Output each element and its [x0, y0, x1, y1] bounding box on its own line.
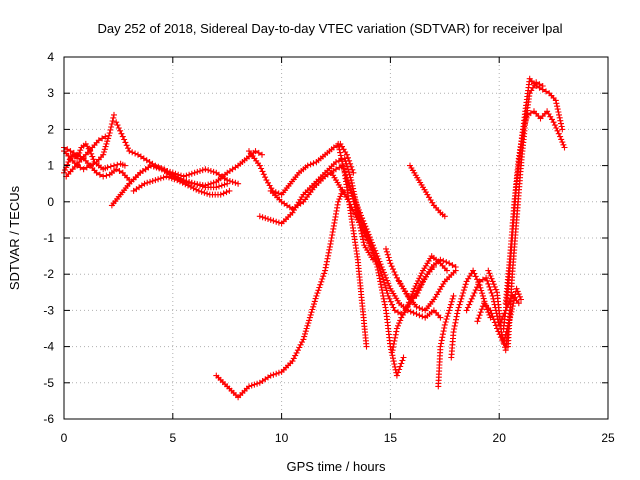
series-markers — [130, 173, 233, 198]
series-track-20 — [389, 264, 437, 354]
x-tick-label: 25 — [601, 431, 615, 445]
series-markers — [435, 292, 457, 390]
series-track-27 — [500, 75, 566, 332]
series-markers — [389, 264, 437, 354]
series-track-16 — [356, 209, 407, 379]
series-markers — [504, 79, 546, 350]
series-markers — [213, 187, 346, 401]
x-axis-label: GPS time / hours — [287, 459, 386, 474]
series-track-29 — [504, 79, 546, 350]
x-tick-label: 20 — [493, 431, 507, 445]
y-tick-label: -4 — [43, 340, 54, 354]
series-track-8 — [130, 173, 233, 198]
series-markers — [502, 108, 568, 307]
series-track-21 — [435, 292, 457, 390]
series-markers — [126, 162, 242, 187]
y-tick-label: -1 — [43, 231, 54, 245]
series-track-26 — [407, 162, 448, 220]
series-line — [502, 77, 563, 329]
series-markers — [500, 75, 566, 332]
y-tick-label: -6 — [43, 412, 54, 426]
y-tick-label: 0 — [47, 195, 54, 209]
y-tick-label: 2 — [47, 122, 54, 136]
chart-title: Day 252 of 2018, Sidereal Day-to-day VTE… — [97, 21, 562, 36]
series-markers — [63, 133, 109, 180]
series-track-7 — [126, 162, 242, 187]
y-tick-label: 4 — [47, 50, 54, 64]
x-tick-label: 15 — [384, 431, 398, 445]
y-tick-label: 1 — [47, 159, 54, 173]
y-tick-label: -5 — [43, 376, 54, 390]
series-track-13 — [335, 140, 370, 350]
tick-layer: 0 5 10 15 20 25 -6 -5 -4 -3 -2 -1 0 1 2 3 4 — [43, 50, 615, 445]
series-layer — [61, 75, 568, 401]
y-tick-label: -2 — [43, 267, 54, 281]
y-tick-label: -3 — [43, 303, 54, 317]
series-track-28 — [502, 108, 568, 307]
series-markers — [335, 140, 370, 350]
series-track-12 — [213, 187, 346, 401]
x-tick-label: 0 — [61, 431, 68, 445]
series-markers — [246, 140, 357, 198]
y-axis-label: SDTVAR / TECUs — [7, 185, 22, 290]
x-tick-label: 10 — [275, 431, 289, 445]
series-markers — [356, 209, 407, 379]
x-tick-label: 5 — [169, 431, 176, 445]
y-tick-label: 3 — [47, 86, 54, 100]
series-markers — [407, 162, 448, 220]
series-track-4 — [63, 133, 109, 180]
